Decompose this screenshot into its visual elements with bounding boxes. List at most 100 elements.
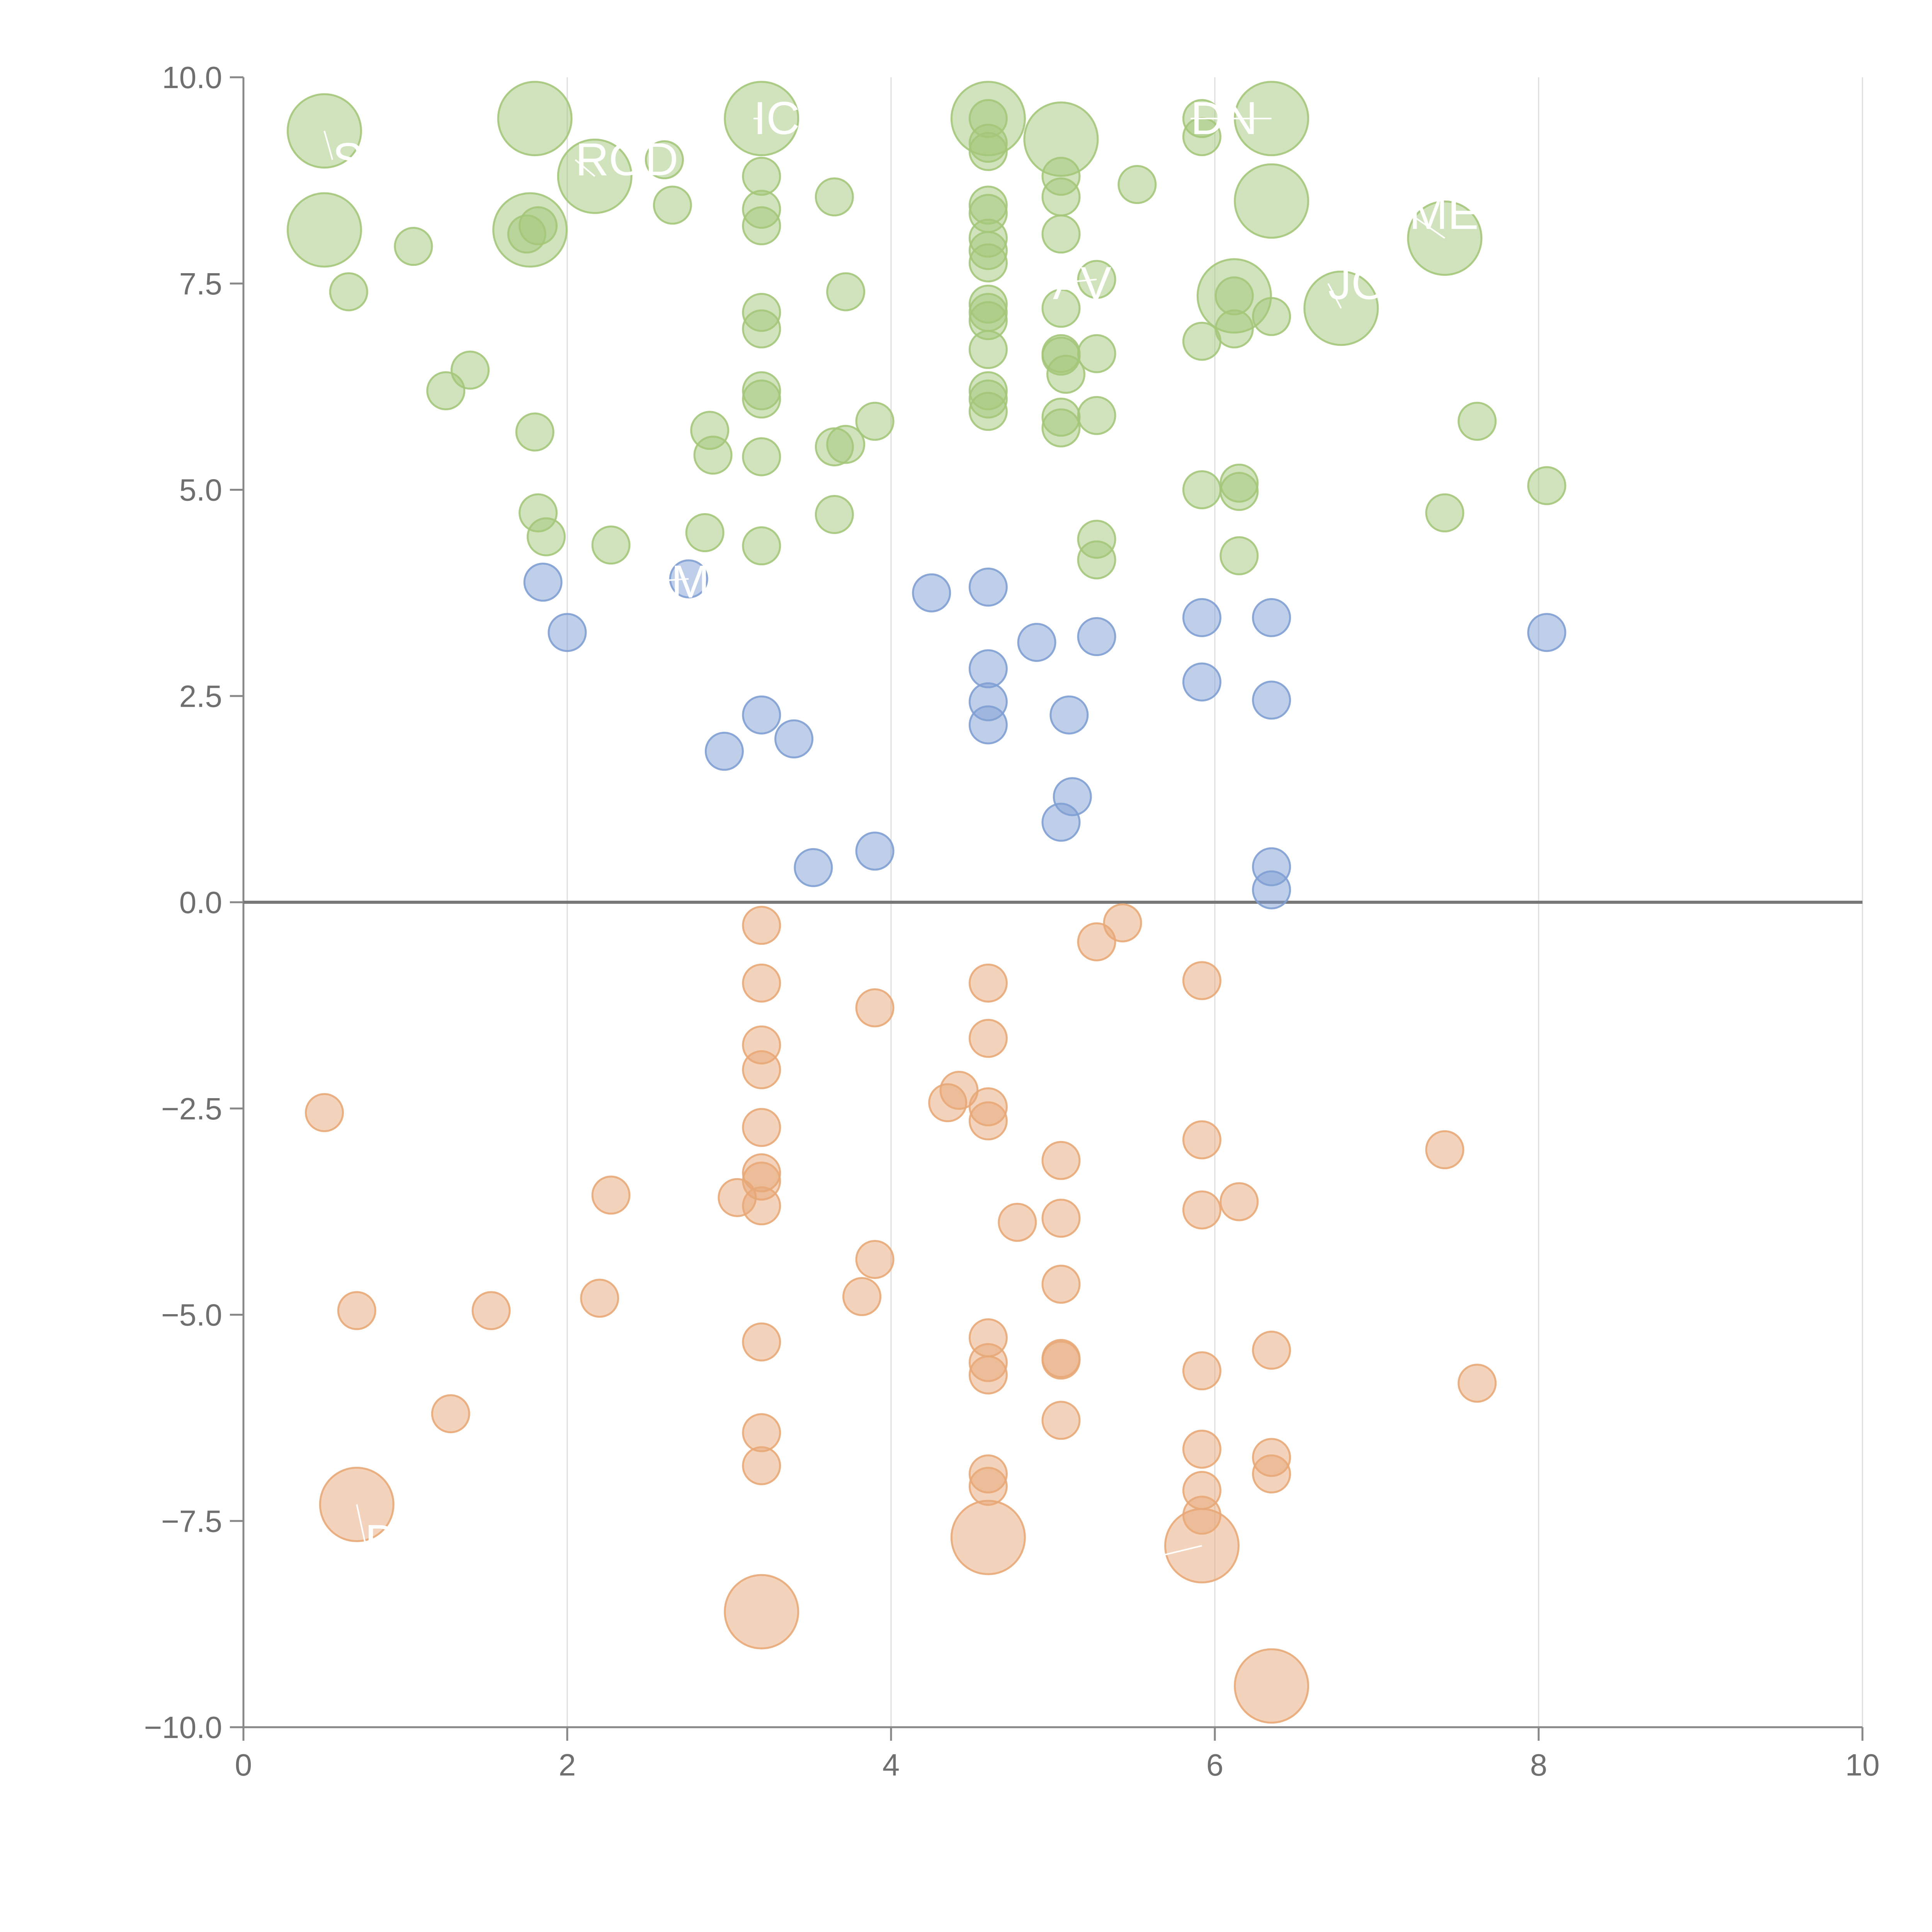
- blue-point: [1252, 680, 1291, 720]
- orange-point: [842, 1277, 882, 1316]
- green-point: [685, 513, 724, 553]
- y-tick-label: 2.5: [179, 679, 222, 713]
- blue-point: [1053, 777, 1092, 816]
- annotation-label: JO: [1328, 257, 1387, 309]
- annotation-label: EM: [640, 556, 710, 608]
- green-point: [1252, 297, 1291, 336]
- green-point: [1458, 401, 1497, 441]
- blue-point: [1182, 662, 1221, 702]
- y-tick-label: 10.0: [162, 60, 222, 95]
- orange-point: [337, 1291, 376, 1330]
- annotation-leader: [575, 159, 595, 177]
- green-point: [1182, 470, 1221, 509]
- annotation-leader: [1408, 213, 1446, 239]
- green-point: [1219, 536, 1259, 575]
- orange-point: [1041, 1340, 1081, 1380]
- green-point: [1527, 466, 1566, 505]
- orange-point: [742, 1050, 781, 1089]
- y-tick-label: −5.0: [161, 1298, 222, 1332]
- blue-point: [968, 649, 1008, 689]
- blue-point: [1049, 695, 1089, 735]
- blue-point: [1527, 613, 1566, 652]
- annotation-leader: [356, 1504, 366, 1542]
- orange-point: [305, 1093, 344, 1132]
- orange-point: [580, 1279, 619, 1318]
- data-points: [287, 81, 1566, 1724]
- orange-point: [1182, 1120, 1221, 1160]
- annotation-label: AV: [1053, 257, 1111, 309]
- orange-point: [950, 1500, 1026, 1575]
- green-point: [826, 425, 866, 464]
- green-point: [815, 495, 854, 534]
- green-point: [527, 517, 566, 556]
- green-point: [1041, 177, 1081, 217]
- green-point: [1219, 472, 1259, 511]
- orange-point: [939, 1071, 979, 1110]
- x-tick-label: 8: [1530, 1748, 1548, 1782]
- y-tick-label: 7.5: [179, 267, 222, 301]
- orange-point: [1182, 1190, 1221, 1230]
- orange-point: [1182, 1430, 1221, 1469]
- orange-point: [1458, 1364, 1497, 1403]
- annotation-label: ROD: [575, 134, 679, 185]
- blue-point: [548, 613, 587, 652]
- orange-point: [431, 1394, 470, 1434]
- green-point: [693, 435, 733, 475]
- blue-point: [523, 563, 563, 602]
- blue-point: [968, 705, 1008, 745]
- orange-point: [742, 963, 781, 1003]
- ticks: 0 2 4 6 8 10 10.0 7.5 5.0 2.5 0.0 −2.5 −5.0 −7.5 −10.0: [144, 60, 1880, 1782]
- green-point: [968, 330, 1008, 369]
- blue-point: [704, 731, 744, 771]
- orange-point: [1252, 1454, 1291, 1494]
- x-tick-label: 6: [1206, 1748, 1224, 1782]
- orange-point: [1103, 903, 1142, 942]
- green-point: [968, 132, 1008, 171]
- annotation-label: ME: [1409, 187, 1479, 239]
- orange-point: [1041, 1401, 1081, 1440]
- blue-point: [1182, 598, 1221, 637]
- green-point: [1041, 289, 1081, 328]
- orange-point: [742, 1186, 781, 1226]
- blue-point: [1252, 870, 1291, 910]
- green-point: [742, 156, 781, 196]
- annotations: SE ROD IC DN ME AV JO EM D D: [323, 92, 1479, 1588]
- orange-point: [742, 1108, 781, 1147]
- green-point: [815, 177, 854, 217]
- green-point: [1077, 540, 1116, 580]
- orange-point: [1182, 1495, 1221, 1535]
- orange-point: [1219, 1182, 1259, 1221]
- green-point: [451, 350, 490, 390]
- orange-point: [968, 1355, 1008, 1395]
- annotation-leader: [323, 131, 333, 160]
- green-point: [742, 309, 781, 349]
- green-point: [1046, 355, 1086, 394]
- green-point: [287, 192, 362, 268]
- y-tick-label: 0.0: [179, 885, 222, 920]
- y-tick-label: −2.5: [161, 1092, 222, 1126]
- x-tick-label: 10: [1845, 1748, 1880, 1782]
- orange-point: [855, 1240, 895, 1279]
- orange-point: [1252, 1330, 1291, 1370]
- green-point: [855, 401, 895, 441]
- annotation-leader: [1134, 1545, 1202, 1563]
- orange-point: [1234, 1648, 1310, 1724]
- orange-point: [1425, 1130, 1464, 1169]
- green-point: [645, 140, 684, 179]
- annotation-leader: [1053, 279, 1097, 284]
- orange-point: [968, 963, 1008, 1003]
- green-point: [1041, 408, 1081, 447]
- orange-point: [724, 1574, 799, 1650]
- annotation-label: D: [365, 1515, 398, 1567]
- green-point: [968, 392, 1008, 431]
- green-point: [1214, 276, 1254, 316]
- green-point: [826, 272, 866, 311]
- green-point: [519, 206, 558, 245]
- green-point: [653, 185, 692, 225]
- annotation-leader: [1327, 283, 1342, 309]
- green-point: [394, 227, 433, 266]
- orange-point: [998, 1202, 1037, 1242]
- green-point: [1077, 396, 1116, 435]
- green-point: [1234, 163, 1310, 239]
- blue-point: [968, 567, 1008, 607]
